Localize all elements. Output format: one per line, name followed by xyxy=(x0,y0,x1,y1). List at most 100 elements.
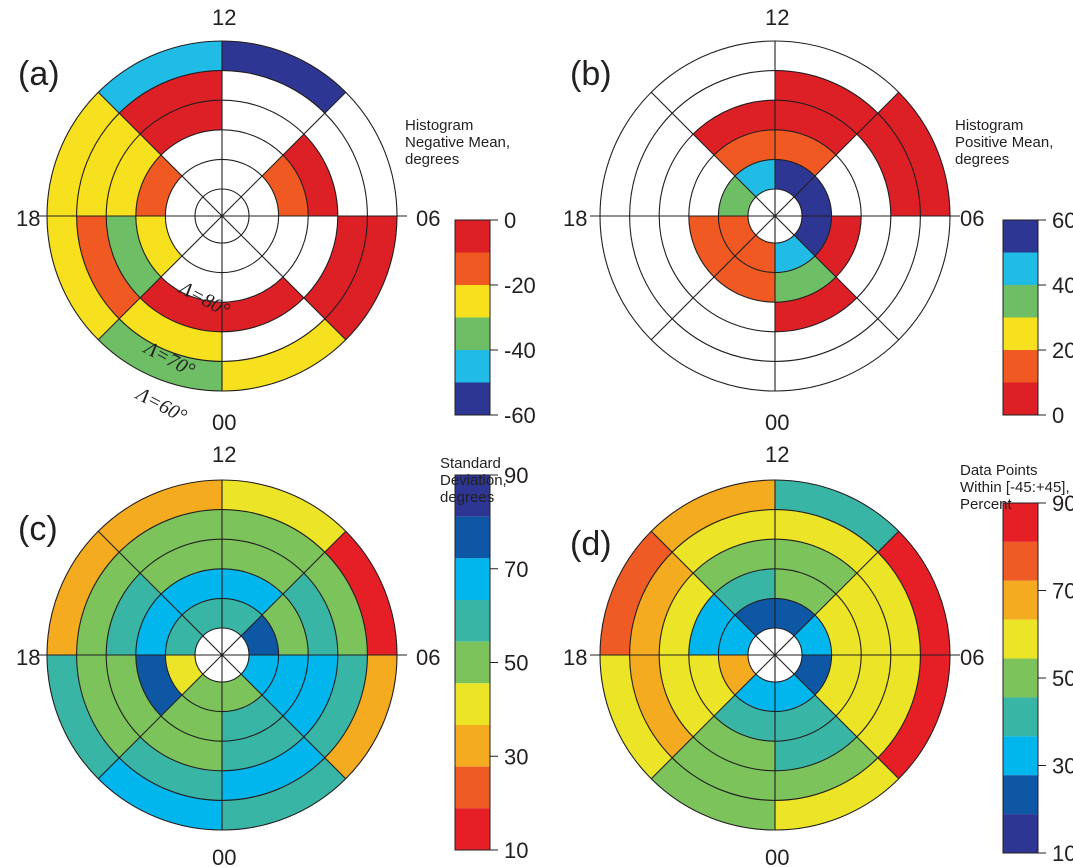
polar-cell xyxy=(222,598,263,636)
polar-cell xyxy=(222,757,346,830)
mlt-label-left: 18 xyxy=(563,645,587,670)
colorbar-swatch xyxy=(1003,580,1038,620)
polar-cell xyxy=(119,70,222,135)
polar-cell xyxy=(98,480,222,553)
mlt-label-left: 18 xyxy=(563,206,587,231)
colorbar-swatch xyxy=(1003,736,1038,776)
colorbar-swatch xyxy=(455,475,490,517)
polar-cell xyxy=(775,715,857,771)
polar-cell xyxy=(794,614,832,655)
polar-cell xyxy=(794,216,832,257)
colorbar-swatch xyxy=(455,252,490,285)
polar-cell xyxy=(775,757,899,830)
polar-cell xyxy=(119,509,222,574)
sector-line xyxy=(97,91,223,217)
polar-cell xyxy=(794,655,832,696)
mlt-label-bottom: 00 xyxy=(212,845,236,867)
polar-cell xyxy=(815,594,862,655)
mlt-label-top: 12 xyxy=(765,5,789,30)
polar-cell xyxy=(282,573,338,655)
colorbar-swatch xyxy=(455,600,490,642)
polar-cell xyxy=(135,594,182,655)
polar-cell xyxy=(47,531,120,655)
polar-cell xyxy=(714,695,775,742)
colorbar-swatch xyxy=(455,285,490,318)
colorbar-swatch xyxy=(1003,252,1038,285)
polar-cell xyxy=(775,674,816,712)
colorbar-tick-label: 70 xyxy=(504,557,528,582)
colorbar-title: degrees xyxy=(440,489,494,506)
polar-cell xyxy=(688,216,735,277)
colorbar-swatch xyxy=(455,766,490,809)
polar-cell xyxy=(303,552,368,655)
mlt-label-top: 12 xyxy=(212,5,236,30)
polar-cell xyxy=(718,175,756,216)
colorbar-swatch xyxy=(1003,619,1038,659)
sector-line xyxy=(650,215,776,341)
polar-cell xyxy=(693,100,775,156)
polar-cell xyxy=(222,41,346,114)
sector-line xyxy=(221,654,347,780)
colorbar-swatch xyxy=(455,558,490,600)
colorbar-title: Data Points xyxy=(960,462,1038,479)
colorbar-swatch xyxy=(1003,658,1038,698)
polar-cell xyxy=(775,256,836,303)
polar-cell xyxy=(714,129,775,176)
mlt-label-right: 06 xyxy=(416,206,440,231)
colorbar-swatch xyxy=(1003,350,1038,383)
colorbar-tick-label: 20 xyxy=(1052,338,1073,363)
colorbar-swatch xyxy=(455,683,490,725)
colorbar-title: degrees xyxy=(405,151,459,168)
mlt-label-bottom: 00 xyxy=(765,410,789,435)
panel-2: (c) 12 18 06 00 90 70 50 30 10 StandardDeviation,d… xyxy=(16,442,528,867)
polar-cell xyxy=(47,655,120,779)
polar-cell xyxy=(672,509,775,574)
polar-cell xyxy=(775,736,878,801)
sector-line xyxy=(774,530,900,656)
colorbar-tick-label: 10 xyxy=(1052,841,1073,866)
sector-line xyxy=(97,215,223,341)
polar-cell xyxy=(693,715,775,771)
polar-cell xyxy=(775,129,836,176)
polar-cell xyxy=(775,509,878,574)
sector-line xyxy=(221,215,347,341)
colorbar-tick-label: 0 xyxy=(504,208,516,233)
panel-label: (a) xyxy=(18,55,60,93)
polar-cell xyxy=(877,92,950,216)
polar-cell xyxy=(600,531,673,655)
polar-cell xyxy=(222,539,304,595)
polar-cell xyxy=(76,655,141,758)
polar-cell xyxy=(140,276,222,332)
polar-cell xyxy=(135,155,182,216)
polar-cell xyxy=(734,674,775,712)
colorbar-tick-label: -20 xyxy=(504,273,536,298)
mlt-label-left: 18 xyxy=(16,206,40,231)
polar-cell xyxy=(324,216,397,340)
colorbar-title: Histogram xyxy=(405,117,473,134)
mlt-label-bottom: 00 xyxy=(212,410,236,435)
polar-cell xyxy=(877,531,950,655)
polar-cell xyxy=(775,100,857,156)
polar-cell xyxy=(856,655,921,758)
polar-cell xyxy=(76,552,141,655)
colorbar-swatch xyxy=(1003,285,1038,318)
polar-cell xyxy=(775,235,816,273)
sector-line xyxy=(650,654,776,780)
colorbar-tick-label: 50 xyxy=(504,651,528,676)
colorbar-tick-label: 30 xyxy=(1052,754,1073,779)
polar-cell xyxy=(718,216,756,257)
colorbar-swatch xyxy=(455,808,490,850)
colorbar-title: Negative Mean, xyxy=(405,134,510,151)
colorbar-swatch xyxy=(1003,382,1038,415)
polar-cell xyxy=(119,297,222,362)
polar-cell xyxy=(303,655,368,758)
mlt-label-right: 06 xyxy=(960,645,984,670)
polar-cell xyxy=(688,655,735,716)
polar-cell xyxy=(222,568,283,615)
colorbar-swatch xyxy=(1003,541,1038,581)
colorbar-swatch xyxy=(1003,775,1038,815)
sector-line xyxy=(774,215,900,341)
colorbar-title: Deviation, xyxy=(440,472,507,489)
